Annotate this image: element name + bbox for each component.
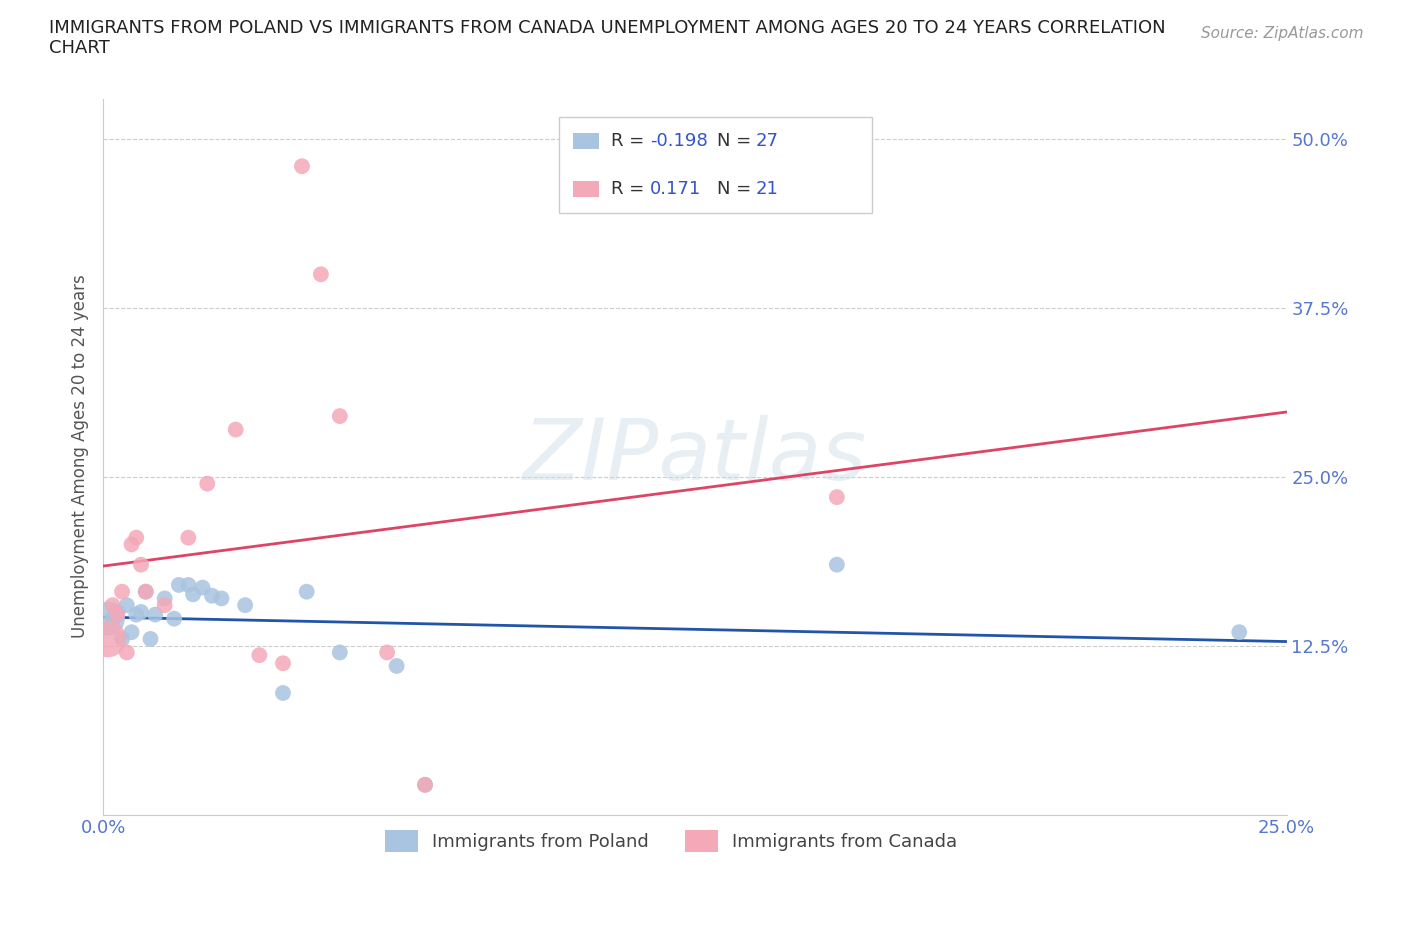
Text: N =: N = [717,132,758,150]
Point [295,584,318,599]
Point [129,604,152,619]
Point [195,476,218,491]
Point [125,530,148,545]
Point [211,591,233,605]
Point [101,611,124,626]
Text: N =: N = [717,180,758,198]
Text: 27: 27 [755,132,778,150]
Point [177,530,200,545]
Point [329,645,352,660]
Point [111,631,134,646]
Point [825,557,848,572]
Point [309,267,332,282]
Legend: Immigrants from Poland, Immigrants from Canada: Immigrants from Poland, Immigrants from … [378,823,965,859]
Text: 0.171: 0.171 [650,180,702,198]
Point [413,777,436,792]
Bar [574,181,599,197]
Text: Source: ZipAtlas.com: Source: ZipAtlas.com [1201,26,1364,41]
Point [129,557,152,572]
Point [225,422,247,437]
Point [1227,625,1250,640]
Text: 21: 21 [755,180,778,198]
Point [115,645,138,660]
Point [413,777,436,792]
Text: ZIPatlas: ZIPatlas [523,415,868,498]
Point [329,408,352,423]
Y-axis label: Unemployment Among Ages 20 to 24 years: Unemployment Among Ages 20 to 24 years [72,274,89,639]
FancyBboxPatch shape [558,116,872,213]
Point [125,607,148,622]
Point [825,490,848,505]
Point [375,645,398,660]
Point [135,584,157,599]
Point [115,598,138,613]
Point [247,647,270,662]
Point [105,607,128,622]
Text: CHART: CHART [49,39,110,57]
Point [271,656,294,671]
Point [291,159,314,174]
Point [167,578,190,592]
Point [181,587,204,602]
Point [97,631,120,646]
Text: -0.198: -0.198 [650,132,707,150]
Point [385,658,408,673]
Point [105,604,128,619]
Point [177,578,200,592]
Point [153,591,176,605]
Point [153,598,176,613]
Point [233,598,256,613]
Point [201,589,224,604]
Point [121,537,143,551]
Point [135,584,157,599]
Point [271,685,294,700]
Text: R =: R = [610,132,650,150]
Point [139,631,162,646]
Text: IMMIGRANTS FROM POLAND VS IMMIGRANTS FROM CANADA UNEMPLOYMENT AMONG AGES 20 TO 2: IMMIGRANTS FROM POLAND VS IMMIGRANTS FRO… [49,19,1166,36]
Point [191,580,214,595]
Point [143,607,166,622]
Point [111,584,134,599]
Text: R =: R = [610,180,655,198]
Point [101,598,124,613]
Bar [574,133,599,149]
Point [97,611,120,626]
Point [121,625,143,640]
Point [163,611,186,626]
